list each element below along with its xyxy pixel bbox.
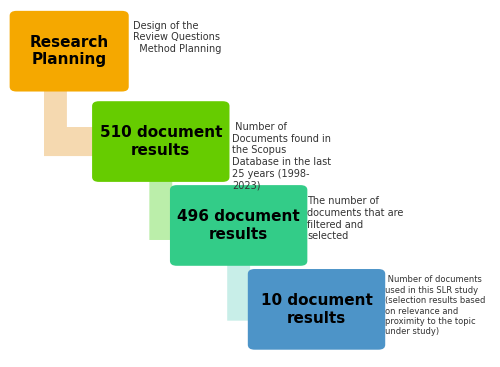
FancyBboxPatch shape <box>170 185 308 266</box>
Text: Number of
Documents found in
the Scopus
Database in the last
25 years (1998-
202: Number of Documents found in the Scopus … <box>232 122 331 190</box>
FancyBboxPatch shape <box>10 11 128 91</box>
FancyBboxPatch shape <box>248 269 385 350</box>
Text: Research
Planning: Research Planning <box>30 35 109 68</box>
Text: Number of documents
used in this SLR study
(selection results based
on relevance: Number of documents used in this SLR stu… <box>385 276 486 337</box>
Polygon shape <box>227 261 260 328</box>
Text: 510 document
results: 510 document results <box>100 126 222 158</box>
Text: Design of the
Review Questions
  Method Planning: Design of the Review Questions Method Pl… <box>134 21 222 54</box>
Text: 10 document
results: 10 document results <box>260 293 372 326</box>
Text: The number of
documents that are
filtered and
selected: The number of documents that are filtere… <box>308 196 404 241</box>
Polygon shape <box>150 177 182 247</box>
Text: 496 document
results: 496 document results <box>178 209 300 241</box>
FancyBboxPatch shape <box>92 101 230 182</box>
Polygon shape <box>44 87 104 163</box>
